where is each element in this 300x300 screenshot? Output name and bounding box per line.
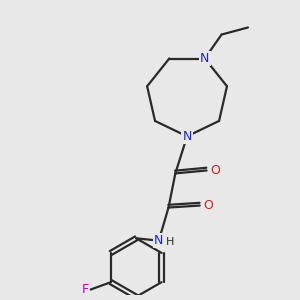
Text: O: O [204, 199, 213, 212]
Text: H: H [166, 237, 175, 247]
Text: N: N [182, 130, 192, 143]
Text: N: N [200, 52, 209, 65]
Text: N: N [154, 234, 164, 247]
Text: O: O [210, 164, 220, 177]
Text: F: F [81, 283, 88, 296]
